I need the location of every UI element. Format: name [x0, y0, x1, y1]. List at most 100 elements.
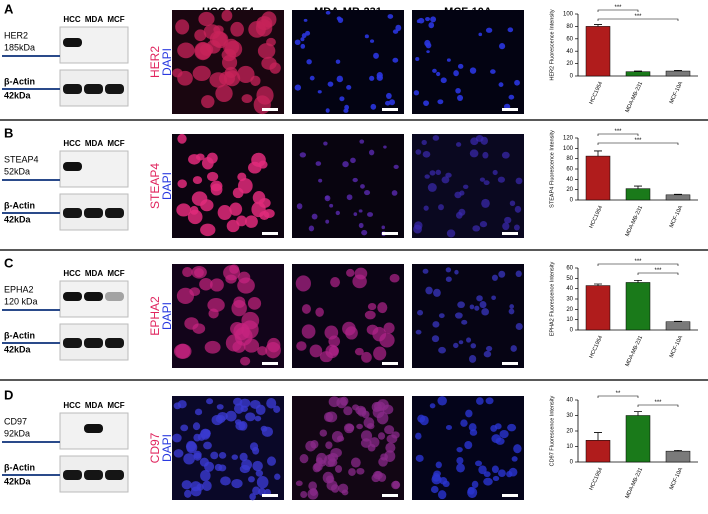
cell: [456, 456, 464, 465]
scale-bar: [382, 494, 398, 497]
y-tick-label: 40: [566, 177, 573, 183]
cell: [327, 81, 334, 87]
cell: [240, 356, 251, 366]
stain-label: CD97: [148, 432, 162, 463]
cell: [470, 343, 477, 349]
cell: [437, 490, 447, 500]
cell: [244, 215, 258, 228]
cell: [177, 42, 195, 59]
bar: [625, 282, 651, 331]
error-bar: [594, 432, 602, 441]
y-tick-label: 60: [566, 36, 573, 42]
cell: [393, 164, 399, 170]
cell: [294, 39, 301, 46]
cell: [335, 465, 343, 473]
cell: [485, 397, 494, 405]
cell: [491, 295, 497, 301]
significance-label: ***: [654, 268, 662, 274]
cell: [425, 42, 432, 49]
x-tick-label: HCC1954: [588, 81, 604, 105]
cell: [469, 304, 475, 310]
scale-bar: [382, 232, 398, 235]
cell: [175, 19, 190, 35]
y-tick-label: 10: [566, 317, 573, 323]
cell: [200, 199, 214, 212]
cell: [497, 176, 506, 183]
panel-letter: B: [4, 125, 13, 140]
cell: [315, 161, 322, 166]
cell: [352, 404, 360, 411]
cell: [192, 65, 211, 82]
cell: [508, 308, 515, 315]
band: [105, 292, 124, 301]
cell: [301, 304, 311, 314]
cell: [446, 229, 456, 238]
cell: [476, 295, 483, 302]
cell: [423, 205, 429, 211]
blot-label: β-Actin: [4, 76, 35, 86]
blot-label: 42kDa: [4, 90, 32, 100]
cell: [325, 441, 333, 449]
cell: [237, 65, 255, 83]
cell: [342, 161, 349, 168]
y-tick-label: 60: [566, 266, 573, 272]
cell: [356, 467, 365, 475]
cell: [392, 480, 400, 489]
cell: [455, 142, 462, 147]
cell: [491, 465, 499, 474]
cell: [181, 480, 192, 490]
cell: [514, 205, 522, 213]
cell: [432, 68, 437, 73]
cell: [377, 302, 388, 314]
cell: [502, 222, 510, 231]
y-tick-label: 60: [566, 167, 573, 173]
cell: [237, 172, 247, 182]
cell: [309, 75, 315, 81]
cell: [241, 320, 259, 339]
cell: [364, 189, 371, 196]
cell: [456, 463, 465, 473]
error-bar: [634, 70, 642, 72]
cell: [476, 397, 484, 405]
cell: [373, 52, 379, 59]
cell: [241, 94, 253, 104]
cell: [421, 139, 427, 146]
cell: [267, 456, 276, 466]
cell: [469, 429, 478, 436]
band: [84, 424, 103, 433]
cell: [483, 180, 490, 186]
cell: [391, 190, 398, 196]
band: [105, 208, 124, 218]
blot-label: β-Actin: [4, 330, 35, 340]
cell: [203, 441, 212, 450]
scale-bar: [502, 362, 518, 365]
cell: [335, 59, 341, 64]
panel-letter: D: [4, 387, 13, 402]
cell: [307, 488, 319, 500]
cell: [457, 63, 464, 69]
cell: [233, 296, 246, 308]
cell: [339, 96, 345, 102]
cell: [218, 71, 235, 86]
x-tick-label: MDA-MB-231: [625, 81, 645, 114]
cell: [369, 39, 375, 43]
cell: [507, 423, 517, 432]
cell: [300, 43, 306, 49]
cell: [422, 268, 429, 274]
cell: [240, 405, 249, 412]
cell: [310, 439, 319, 449]
cell: [239, 452, 248, 462]
cell: [345, 326, 358, 340]
cell: [364, 310, 376, 320]
cell: [209, 278, 224, 292]
cell: [194, 29, 207, 42]
cell: [234, 403, 244, 414]
cell: [261, 11, 277, 28]
cell: [384, 100, 391, 106]
cell: [329, 203, 334, 208]
cell: [189, 287, 201, 296]
significance-label: ***: [634, 138, 642, 144]
cell: [267, 337, 281, 353]
micrograph: [292, 396, 404, 500]
band: [84, 470, 103, 480]
